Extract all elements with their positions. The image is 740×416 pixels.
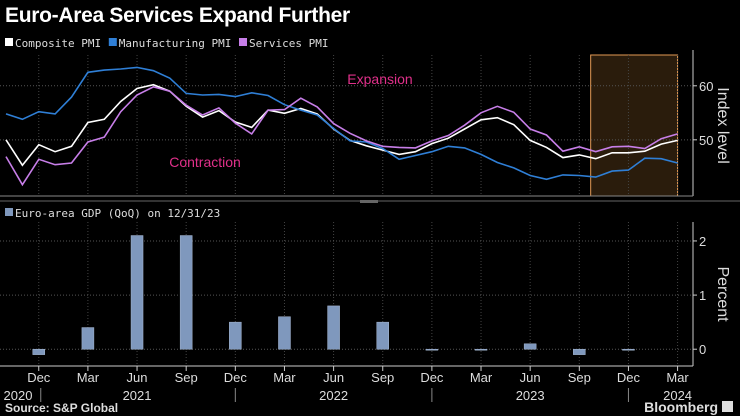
bar-gdp-mar-2021: [81, 327, 95, 350]
legend-swatch: [108, 38, 117, 46]
x-tick-label: Jun: [520, 370, 541, 385]
x-tick-label: Sep: [371, 370, 394, 385]
x-tick-label: Jun: [127, 370, 148, 385]
x-year-label: 2022: [319, 388, 348, 403]
series-line-services-pmi: [5, 86, 678, 187]
panel-resize-handle: [360, 200, 378, 203]
annotation-expansion: Expansion: [347, 71, 412, 87]
x-year-label: 2024: [663, 388, 692, 403]
x-year-label: 2021: [123, 388, 152, 403]
shaded-period: [590, 54, 679, 197]
legend-label: Euro-area GDP (QoQ) on 12/31/23: [15, 207, 220, 220]
series-line-manufacturing-pmi: [5, 66, 678, 181]
x-tick-label: Dec: [617, 370, 641, 385]
bar-gdp-dec-2023: [622, 348, 635, 351]
x-year-label: 2020: [4, 388, 33, 403]
bar-gdp-dec-2021: [229, 321, 242, 350]
bar-gdp-sep-2021: [179, 235, 193, 350]
y-axis-title-upper: Index level: [714, 87, 731, 164]
x-tick-label: Mar: [273, 370, 296, 385]
bloomberg-logo: Bloomberg: [644, 399, 718, 415]
y-tick-label: 0: [699, 342, 706, 357]
y-tick-label: 1: [699, 288, 706, 303]
bar-gdp-mar-2023: [474, 348, 488, 351]
x-tick-label: Mar: [470, 370, 493, 385]
bar-gdp-dec-2022: [425, 348, 439, 351]
x-tick-label: Mar: [77, 370, 100, 385]
y-tick-label: 50: [699, 133, 713, 148]
x-tick-label: Sep: [175, 370, 198, 385]
y-axis-title-lower: Percent: [714, 266, 731, 322]
y-tick-label: 60: [699, 79, 713, 94]
legend-swatch: [5, 38, 13, 46]
bar-gdp-mar-2022: [278, 316, 291, 350]
annotation-contraction: Contraction: [169, 154, 241, 170]
legend-label: Services PMI: [249, 37, 328, 50]
x-tick-label: Mar: [666, 370, 689, 385]
bar-gdp-jun-2022: [327, 305, 340, 350]
x-tick-label: Jun: [323, 370, 344, 385]
series-line-composite-pmi: [5, 83, 678, 167]
source-note: Source: S&P Global: [5, 401, 118, 415]
bar-gdp-jun-2021: [130, 235, 144, 350]
bar-gdp-sep-2022: [376, 321, 389, 350]
x-tick-label: Dec: [27, 370, 51, 385]
bar-gdp-sep-2023: [573, 348, 586, 355]
legend-swatch: [5, 208, 13, 216]
bar-gdp-jun-2023: [523, 343, 537, 350]
x-tick-label: Sep: [568, 370, 591, 385]
bloomberg-chart-icon: [722, 401, 733, 412]
x-year-label: 2023: [516, 388, 545, 403]
chart-title: Euro-Area Services Expand Further: [5, 4, 350, 27]
legend-swatch: [239, 38, 247, 46]
legend-label: Composite PMI: [15, 37, 101, 50]
legend-label: Manufacturing PMI: [119, 37, 232, 50]
y-tick-label: 2: [699, 234, 706, 249]
bar-gdp-dec-2020: [32, 348, 46, 355]
x-tick-label: Dec: [224, 370, 248, 385]
x-tick-label: Dec: [420, 370, 444, 385]
